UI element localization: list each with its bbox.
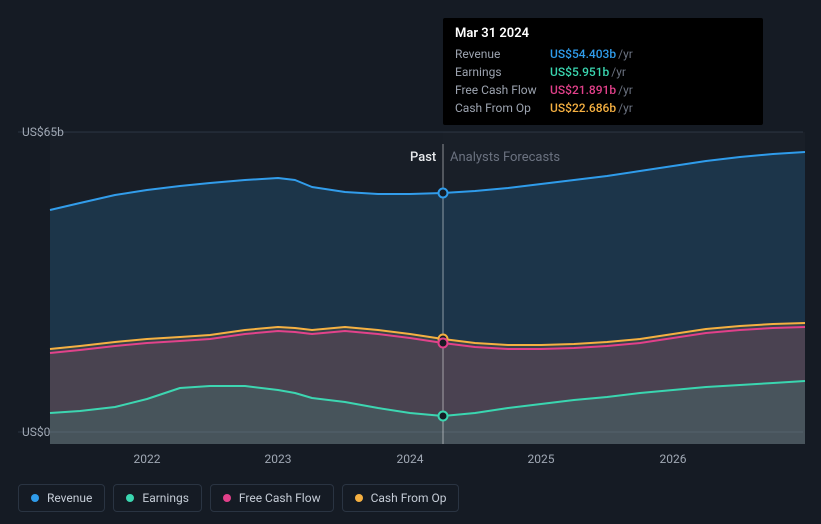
x-tick-label: 2023 (265, 452, 292, 466)
tooltip-row: RevenueUS$54.403b /yr (455, 45, 751, 63)
legend-item-earnings[interactable]: Earnings (113, 484, 202, 512)
tooltip-rows: RevenueUS$54.403b /yrEarningsUS$5.951b /… (455, 45, 751, 117)
legend-dot-icon (126, 494, 134, 502)
chart-tooltip: Mar 31 2024 RevenueUS$54.403b /yrEarning… (443, 18, 763, 125)
tooltip-metric-unit: /yr (618, 45, 633, 63)
tooltip-metric-value: US$54.403b (550, 45, 616, 63)
legend-dot-icon (31, 494, 39, 502)
y-tick-label: US$0 (22, 425, 50, 439)
tooltip-row: Free Cash FlowUS$21.891b /yr (455, 81, 751, 99)
tooltip-date: Mar 31 2024 (455, 26, 751, 41)
legend-label: Free Cash Flow (239, 491, 321, 505)
legend-label: Revenue (47, 491, 92, 505)
legend-item-cash_from_op[interactable]: Cash From Op (342, 484, 460, 512)
y-tick-label: US$65b (22, 125, 64, 139)
legend-dot-icon (355, 494, 363, 502)
x-tick-label: 2025 (528, 452, 555, 466)
tooltip-metric-label: Revenue (455, 45, 550, 63)
tooltip-row: Cash From OpUS$22.686b /yr (455, 99, 751, 117)
forecast-section-label: Analysts Forecasts (450, 150, 560, 165)
x-tick-label: 2022 (134, 452, 161, 466)
tooltip-metric-unit: /yr (618, 99, 633, 117)
legend-label: Cash From Op (371, 491, 447, 505)
x-tick-label: 2024 (397, 452, 424, 466)
tooltip-metric-value: US$5.951b (550, 63, 609, 81)
tooltip-metric-unit: /yr (618, 81, 633, 99)
past-section-label: Past (410, 150, 436, 165)
legend-dot-icon (223, 494, 231, 502)
tooltip-metric-label: Cash From Op (455, 99, 550, 117)
tooltip-metric-value: US$21.891b (550, 81, 616, 99)
chart-legend: Revenue Earnings Free Cash Flow Cash From O… (18, 484, 459, 512)
x-tick-label: 2026 (660, 452, 687, 466)
legend-label: Earnings (142, 491, 189, 505)
tooltip-row: EarningsUS$5.951b /yr (455, 63, 751, 81)
tooltip-metric-label: Free Cash Flow (455, 81, 550, 99)
tooltip-metric-value: US$22.686b (550, 99, 616, 117)
tooltip-metric-label: Earnings (455, 63, 550, 81)
tooltip-metric-unit: /yr (611, 63, 626, 81)
legend-item-revenue[interactable]: Revenue (18, 484, 105, 512)
legend-item-free_cash_flow[interactable]: Free Cash Flow (210, 484, 334, 512)
